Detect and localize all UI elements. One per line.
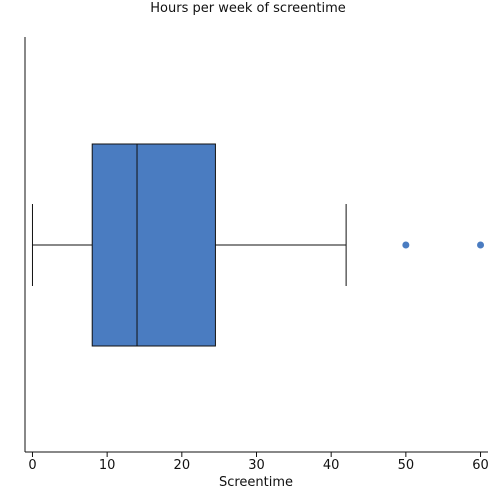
x-tick-label: 40 — [323, 458, 340, 473]
chart-title: Hours per week of screentime — [150, 1, 345, 16]
outlier-point — [477, 241, 485, 249]
x-tick-label: 30 — [248, 458, 265, 473]
x-ticks: 0 10 20 30 40 50 60 — [28, 452, 489, 473]
x-tick-label: 10 — [99, 458, 116, 473]
box-plot-series — [31, 143, 485, 347]
interquartile-box — [91, 143, 216, 347]
outlier-point — [402, 241, 410, 249]
x-axis-label: Screentime — [219, 475, 293, 490]
x-tick-label: 50 — [398, 458, 415, 473]
x-tick-label: 20 — [174, 458, 191, 473]
x-tick-label: 60 — [472, 458, 489, 473]
x-tick-label: 0 — [28, 458, 36, 473]
